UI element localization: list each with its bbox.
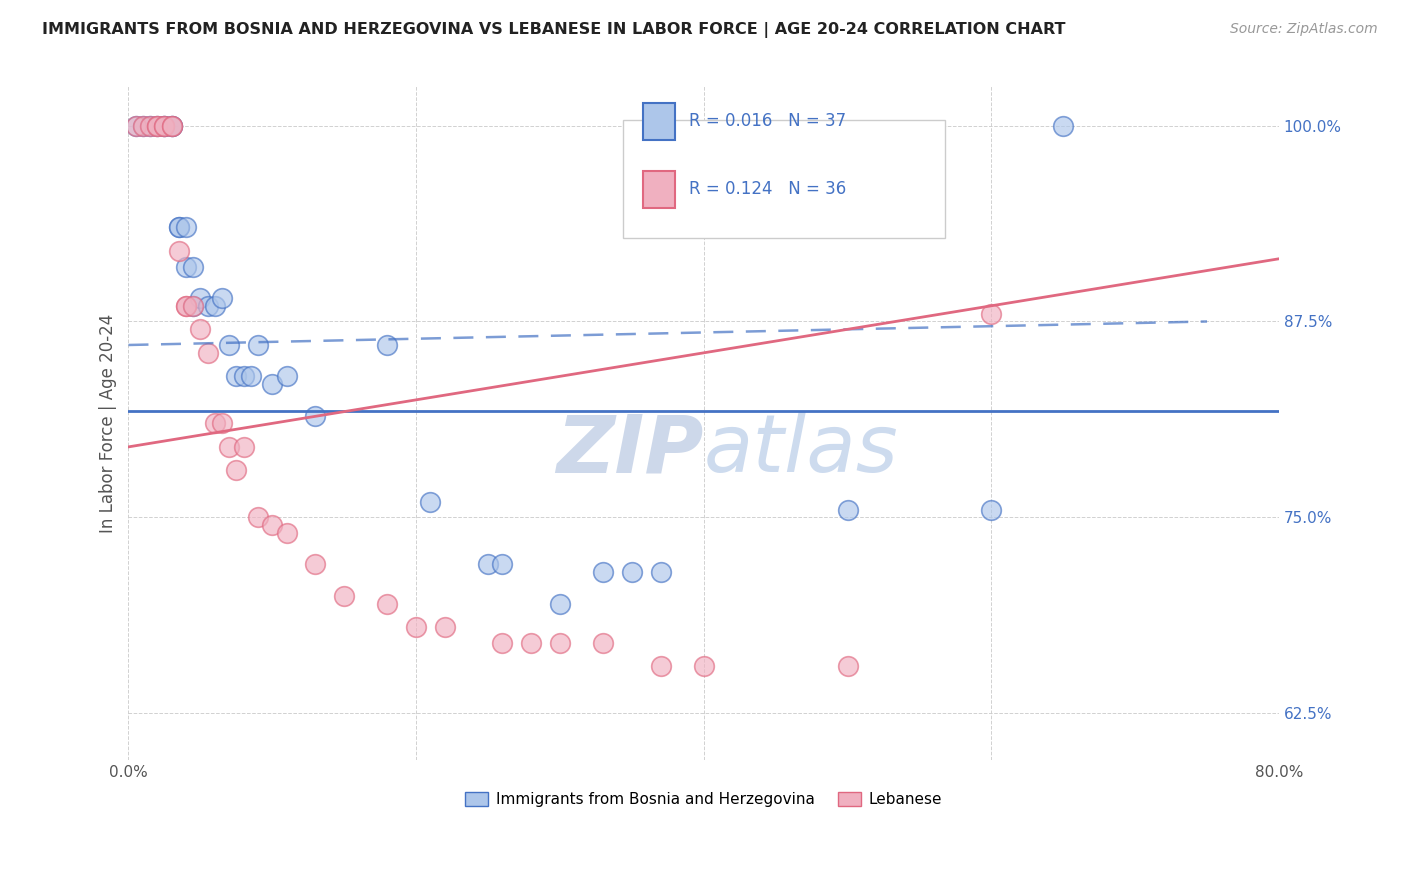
Point bbox=[304, 558, 326, 572]
Point bbox=[197, 299, 219, 313]
Point bbox=[218, 338, 240, 352]
Point bbox=[132, 119, 155, 133]
Point bbox=[146, 119, 169, 133]
Text: R = 0.016   N = 37: R = 0.016 N = 37 bbox=[689, 112, 846, 130]
Point bbox=[246, 338, 269, 352]
Point bbox=[174, 220, 197, 235]
Point bbox=[837, 659, 859, 673]
Point bbox=[225, 369, 247, 384]
Point bbox=[520, 636, 543, 650]
Point bbox=[620, 566, 643, 580]
Point bbox=[650, 566, 672, 580]
Point bbox=[980, 307, 1002, 321]
Point bbox=[592, 636, 614, 650]
Point bbox=[174, 299, 197, 313]
Point bbox=[980, 502, 1002, 516]
Point bbox=[592, 566, 614, 580]
Point bbox=[160, 119, 183, 133]
Point bbox=[1052, 119, 1074, 133]
Point bbox=[197, 346, 219, 360]
Point bbox=[124, 119, 146, 133]
FancyBboxPatch shape bbox=[623, 120, 945, 238]
Point bbox=[837, 502, 859, 516]
Point bbox=[167, 220, 190, 235]
Point bbox=[190, 291, 212, 305]
Point bbox=[375, 597, 398, 611]
Point bbox=[181, 260, 204, 274]
Point bbox=[139, 119, 162, 133]
Point bbox=[491, 558, 513, 572]
Point bbox=[190, 322, 212, 336]
Point bbox=[211, 291, 233, 305]
Point bbox=[433, 620, 456, 634]
Text: atlas: atlas bbox=[703, 411, 898, 490]
Point bbox=[375, 338, 398, 352]
Point bbox=[174, 260, 197, 274]
Bar bbox=[643, 103, 675, 140]
Point bbox=[211, 417, 233, 431]
Point bbox=[153, 119, 176, 133]
Point bbox=[181, 299, 204, 313]
Y-axis label: In Labor Force | Age 20-24: In Labor Force | Age 20-24 bbox=[100, 314, 117, 533]
Text: IMMIGRANTS FROM BOSNIA AND HERZEGOVINA VS LEBANESE IN LABOR FORCE | AGE 20-24 CO: IMMIGRANTS FROM BOSNIA AND HERZEGOVINA V… bbox=[42, 22, 1066, 38]
Point bbox=[204, 417, 226, 431]
Point bbox=[146, 119, 169, 133]
Point bbox=[548, 597, 571, 611]
Point bbox=[333, 589, 356, 603]
Point bbox=[477, 558, 499, 572]
Point bbox=[204, 299, 226, 313]
Point bbox=[650, 659, 672, 673]
Point bbox=[181, 299, 204, 313]
Point bbox=[139, 119, 162, 133]
Text: R = 0.124   N = 36: R = 0.124 N = 36 bbox=[689, 180, 846, 198]
Point bbox=[124, 119, 146, 133]
Point bbox=[132, 119, 155, 133]
Point bbox=[692, 659, 714, 673]
Point bbox=[153, 119, 176, 133]
Point bbox=[276, 526, 298, 541]
Point bbox=[225, 463, 247, 477]
Point bbox=[246, 510, 269, 524]
Point bbox=[160, 119, 183, 133]
Point bbox=[419, 494, 441, 508]
Text: Source: ZipAtlas.com: Source: ZipAtlas.com bbox=[1230, 22, 1378, 37]
Point bbox=[262, 377, 284, 392]
Point bbox=[174, 299, 197, 313]
Point bbox=[153, 119, 176, 133]
Point bbox=[167, 244, 190, 258]
Point bbox=[232, 369, 254, 384]
Point bbox=[262, 518, 284, 533]
Point bbox=[304, 409, 326, 423]
Point bbox=[239, 369, 262, 384]
Text: ZIP: ZIP bbox=[557, 411, 703, 490]
Legend: Immigrants from Bosnia and Herzegovina, Lebanese: Immigrants from Bosnia and Herzegovina, … bbox=[460, 786, 948, 814]
Point bbox=[146, 119, 169, 133]
Point bbox=[167, 220, 190, 235]
Point bbox=[405, 620, 427, 634]
Point bbox=[276, 369, 298, 384]
Point bbox=[160, 119, 183, 133]
Point bbox=[232, 440, 254, 454]
Point bbox=[153, 119, 176, 133]
Bar bbox=[643, 170, 675, 208]
Point bbox=[218, 440, 240, 454]
Point bbox=[491, 636, 513, 650]
Point bbox=[160, 119, 183, 133]
Point bbox=[548, 636, 571, 650]
